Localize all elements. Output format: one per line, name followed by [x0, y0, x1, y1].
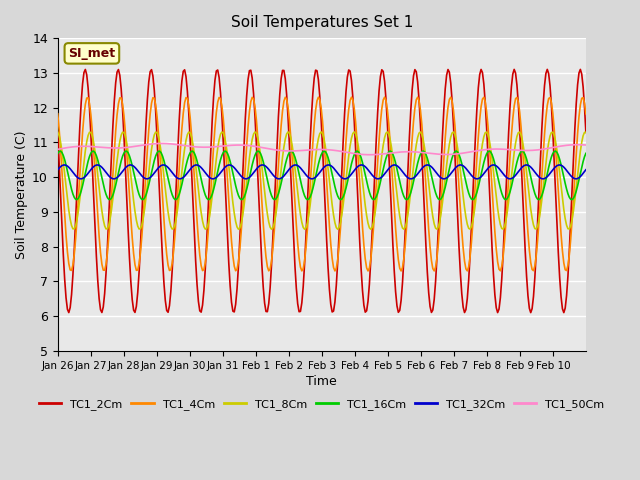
- X-axis label: Time: Time: [307, 375, 337, 388]
- Y-axis label: Soil Temperature (C): Soil Temperature (C): [15, 130, 28, 259]
- Title: Soil Temperatures Set 1: Soil Temperatures Set 1: [230, 15, 413, 30]
- Text: SI_met: SI_met: [68, 47, 115, 60]
- Legend: TC1_2Cm, TC1_4Cm, TC1_8Cm, TC1_16Cm, TC1_32Cm, TC1_50Cm: TC1_2Cm, TC1_4Cm, TC1_8Cm, TC1_16Cm, TC1…: [35, 394, 609, 414]
